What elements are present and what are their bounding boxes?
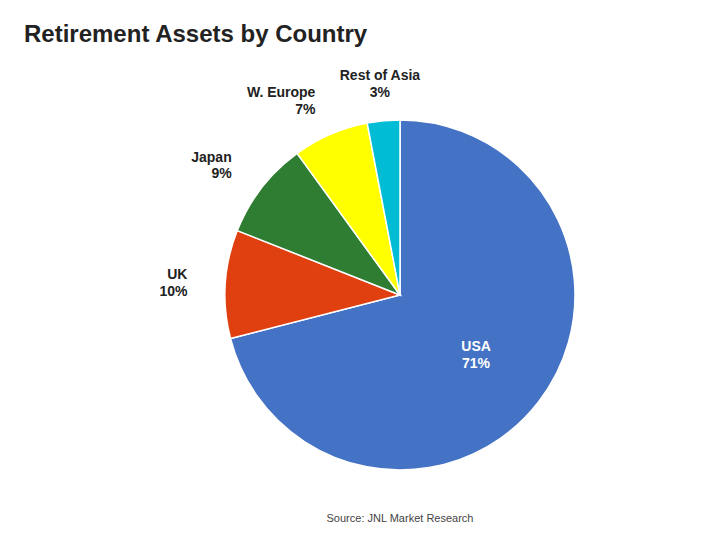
slice-label: USA71% [461, 338, 491, 371]
labels: USA71% UK10% Japan9% W. Europe7% Rest of Asi… [159, 67, 490, 371]
slice-category: UK [167, 266, 187, 282]
slice-value: 10% [159, 283, 188, 299]
slice-category: W. Europe [247, 84, 316, 100]
slice-value: 9% [211, 165, 232, 181]
chart-container: Retirement Assets by Country USA71% UK10% J… [0, 0, 720, 540]
pie-slice [367, 120, 400, 295]
slice-value: 3% [370, 84, 391, 100]
slices [225, 120, 575, 470]
slice-value: 7% [295, 101, 316, 117]
slice-label: Rest of Asia3% [340, 67, 421, 100]
slice-category: USA [461, 338, 491, 354]
source-note: Source: JNL Market Research [327, 512, 474, 524]
slice-value: 71% [462, 355, 491, 371]
slice-category: Rest of Asia [340, 67, 421, 83]
slice-label: UK10% [159, 266, 188, 299]
chart-svg: Retirement Assets by Country USA71% UK10% J… [0, 0, 720, 540]
slice-label: Japan9% [191, 149, 232, 182]
slice-label: W. Europe7% [247, 84, 316, 117]
title: Retirement Assets by Country [24, 20, 368, 47]
slice-category: Japan [191, 149, 231, 165]
